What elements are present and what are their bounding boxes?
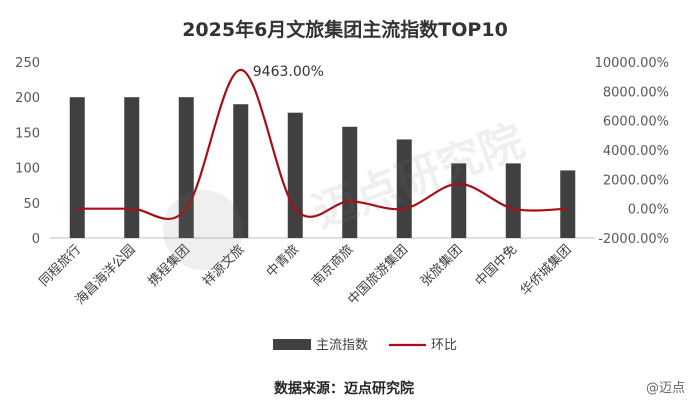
- category-label: 华侨城集团: [517, 242, 574, 299]
- left-tick-label: 150: [15, 126, 40, 141]
- category-label: 同程旅行: [37, 242, 84, 289]
- left-tick-label: 50: [23, 197, 40, 212]
- legend: 主流指数 环比: [273, 338, 457, 353]
- left-tick-label: 250: [15, 56, 40, 71]
- bar: [233, 104, 249, 239]
- chart-title: 2025年6月文旅集团主流指数TOP10: [182, 18, 508, 41]
- line-series: [77, 68, 568, 221]
- left-axis: 0 50 100 150 200 250: [15, 56, 40, 247]
- data-label-peak: 9463.00%: [253, 64, 324, 80]
- right-axis: -2000.00% 0.00% 2000.00% 4000.00% 6000.00% 80…: [595, 56, 669, 247]
- bar: [342, 126, 358, 238]
- right-tick-label: 6000.00%: [603, 115, 669, 130]
- bar: [451, 163, 467, 238]
- category-label: 南京商旅: [308, 242, 356, 290]
- right-tick-label: 2000.00%: [603, 173, 669, 188]
- right-tick-label: 4000.00%: [603, 144, 669, 159]
- right-tick-label: 8000.00%: [603, 85, 669, 100]
- category-label: 中国中免: [473, 242, 520, 289]
- bar: [396, 139, 412, 238]
- bar: [124, 97, 140, 238]
- right-tick-label: -2000.00%: [598, 232, 669, 247]
- right-tick-label: 0.00%: [628, 203, 669, 218]
- legend-line-label: 环比: [431, 338, 457, 353]
- bar: [69, 97, 85, 238]
- category-label: 张旅集团: [417, 242, 465, 290]
- left-tick-label: 200: [15, 91, 40, 106]
- bar: [287, 112, 303, 238]
- watermark-text: 迈点研究院: [307, 115, 531, 238]
- bar-series: [69, 97, 576, 239]
- left-tick-label: 100: [15, 162, 40, 177]
- data-source: 数据来源：迈点研究院: [274, 380, 414, 397]
- bar: [505, 163, 521, 238]
- category-label: 中青旅: [264, 242, 302, 280]
- legend-bar-label: 主流指数: [316, 338, 368, 353]
- right-tick-label: 10000.00%: [595, 56, 669, 71]
- legend-bar-swatch: [273, 339, 311, 350]
- corner-watermark: @迈点: [646, 381, 685, 396]
- bar: [560, 170, 576, 238]
- left-tick-label: 0: [32, 232, 40, 247]
